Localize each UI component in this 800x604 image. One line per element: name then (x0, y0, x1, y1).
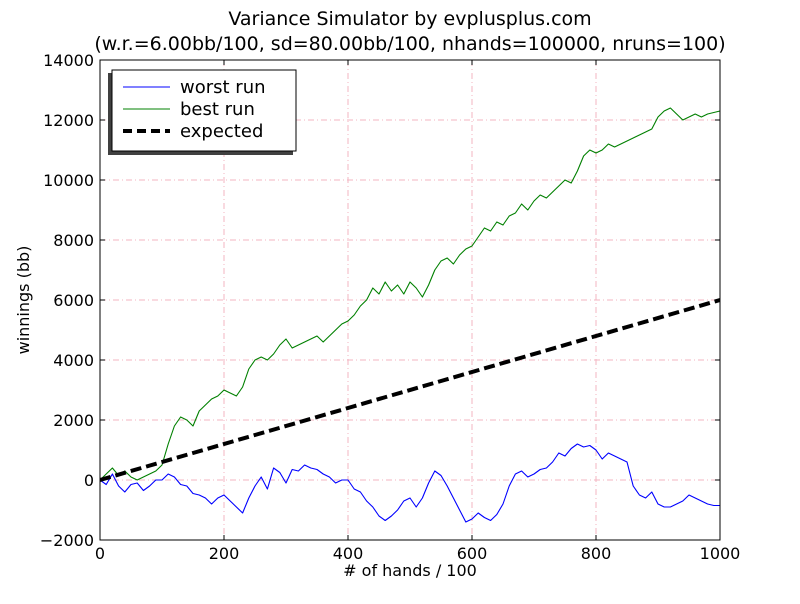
legend-label: best run (180, 99, 255, 120)
legend-label: expected (180, 121, 263, 142)
series-line-best-run (99, 107, 721, 481)
y-axis-label: winnings (bb) (14, 246, 33, 355)
y-tick-label: 4000 (53, 351, 94, 370)
y-tick-label: 12000 (43, 111, 94, 130)
y-tick-label: 2000 (53, 411, 94, 430)
x-tick-label: 800 (581, 544, 612, 563)
y-tick-label: 14000 (43, 51, 94, 70)
legend-box (111, 69, 297, 152)
y-tick-label: 8000 (53, 231, 94, 250)
x-tick-label: 600 (457, 544, 488, 563)
chart-title: Variance Simulator by evplusplus.com (228, 8, 591, 30)
y-tick-label: 0 (84, 471, 94, 490)
y-tick-label: 10000 (43, 171, 94, 190)
x-tick-label: 0 (95, 544, 105, 563)
series-line-worst-run (99, 443, 720, 523)
legend-label: worst run (180, 77, 266, 98)
x-tick-label: 200 (209, 544, 240, 563)
chart-subtitle: (w.r.=6.00bb/100, sd=80.00bb/100, nhands… (94, 33, 725, 55)
y-tick-label: −2000 (40, 531, 94, 550)
series-line-expected (99, 298, 721, 482)
x-axis-label: # of hands / 100 (343, 561, 477, 580)
x-tick-label: 1000 (700, 544, 741, 563)
y-tick-label: 6000 (53, 291, 94, 310)
x-tick-label: 400 (333, 544, 364, 563)
